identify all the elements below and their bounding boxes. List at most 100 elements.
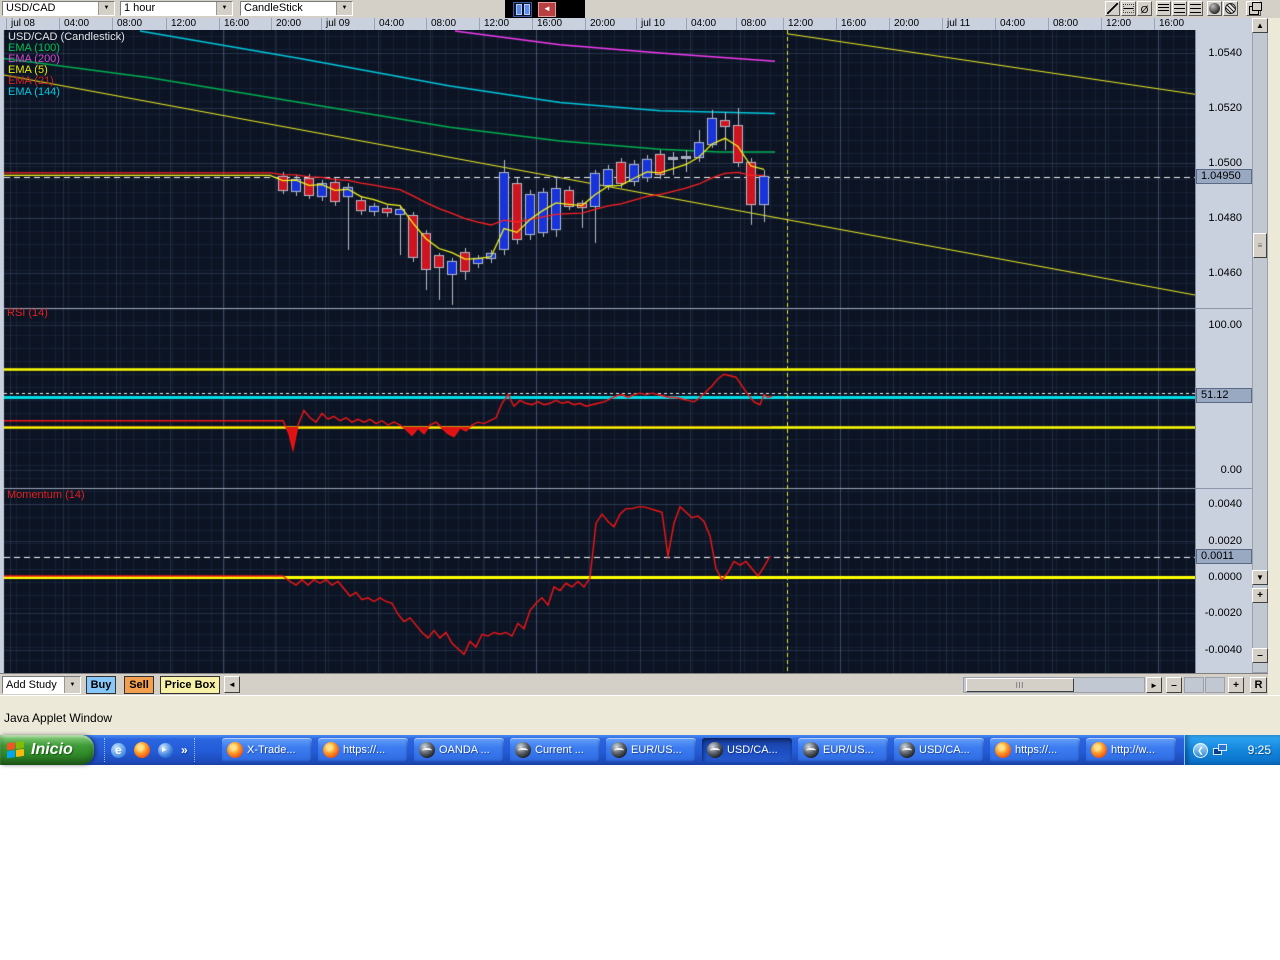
chevron-down-icon[interactable]: ▼ — [64, 677, 80, 693]
taskbar-button[interactable]: https://... — [318, 738, 408, 762]
firefox-icon — [227, 742, 243, 758]
chevron-down-icon[interactable]: ▼ — [98, 2, 114, 15]
zoom-in-vertical-button[interactable]: + — [1252, 588, 1268, 603]
grid-coarse-icon-button[interactable] — [1188, 1, 1203, 16]
scroll-left-button[interactable]: ◄ — [224, 676, 240, 693]
taskbar-button-label: Current ... — [535, 744, 584, 756]
time-tick-label: 16:00 — [224, 18, 250, 29]
price-axis-label: 1.0460 — [1208, 267, 1242, 279]
dashed-line-icon-button[interactable] — [1121, 1, 1136, 16]
overflow-chevron[interactable]: » — [181, 743, 188, 757]
zoom-out-horizontal-button[interactable]: – — [1166, 677, 1182, 693]
line-tool-icon — [1107, 3, 1118, 14]
firefox-icon — [1091, 742, 1107, 758]
vertical-scrollbar-thumb[interactable]: ≡ — [1253, 233, 1267, 258]
cascade-windows-icon-button[interactable] — [1246, 1, 1262, 16]
firefox-icon — [323, 742, 339, 758]
sphere-hatched-icon-button[interactable] — [1223, 1, 1238, 16]
time-tick-label: 20:00 — [276, 18, 302, 29]
firefox-icon[interactable] — [134, 742, 150, 758]
taskbar-button[interactable]: https://... — [990, 738, 1080, 762]
time-tick-label: 12:00 — [1106, 18, 1132, 29]
add-study-select[interactable]: Add Study ▼ — [2, 676, 81, 694]
clear-icon-button[interactable] — [1137, 1, 1152, 16]
momentum-panel-label: Momentum (14) — [7, 489, 85, 501]
taskbar-button[interactable]: Current ... — [510, 738, 600, 762]
time-tick-label: jul 08 — [11, 18, 35, 29]
momentum-axis-label: -0.0020 — [1204, 607, 1242, 620]
price-axis-label: 1.0520 — [1208, 102, 1242, 114]
time-tick-separator — [426, 18, 427, 30]
time-tick-separator — [1048, 18, 1049, 30]
time-tick-separator — [271, 18, 272, 30]
taskbar-button[interactable]: http://w... — [1086, 738, 1176, 762]
taskbar-button[interactable]: EUR/US... — [606, 738, 696, 762]
chart-toolbar: USD/CAD ▼ 1 hour ▼ CandleStick ▼ ◄ — [0, 0, 1280, 19]
chevron-down-icon[interactable]: ▼ — [216, 2, 232, 15]
time-tick-label: 08:00 — [1053, 18, 1079, 29]
scroll-right-button[interactable]: ► — [1146, 677, 1162, 693]
panel-divider — [1196, 488, 1253, 489]
price-axis-label: 1.0480 — [1208, 212, 1242, 224]
chart-canvas[interactable] — [0, 30, 1195, 673]
java-applet-icon — [611, 742, 627, 758]
symbol-select[interactable]: USD/CAD ▼ — [2, 1, 115, 16]
legend-item: EMA (144) — [8, 86, 60, 98]
reset-view-button[interactable]: R — [1250, 677, 1267, 693]
time-tick-label: 04:00 — [379, 18, 405, 29]
time-tick-separator — [112, 18, 113, 30]
price-axis-label: 1.0500 — [1208, 157, 1242, 169]
sphere-dark-icon-button[interactable] — [1207, 1, 1222, 16]
grid-medium-icon-button[interactable] — [1172, 1, 1187, 16]
pause-icon[interactable] — [513, 1, 532, 17]
chart-type-select[interactable]: CandleStick ▼ — [240, 1, 353, 16]
sell-button[interactable]: Sell — [124, 676, 154, 694]
interval-select[interactable]: 1 hour ▼ — [120, 1, 233, 16]
step-back-icon[interactable]: ◄ — [538, 1, 556, 17]
buy-button[interactable]: Buy — [86, 676, 116, 694]
clear-icon — [1141, 0, 1149, 18]
start-button[interactable]: Inicio — [0, 735, 94, 765]
scroll-up-button[interactable]: ▲ — [1252, 18, 1268, 33]
zoom-cell — [1184, 677, 1204, 693]
taskbar-button-label: USD/CA... — [727, 744, 778, 756]
time-tick-separator — [166, 18, 167, 30]
ie-icon[interactable] — [111, 742, 126, 758]
taskbar-button[interactable]: X-Trade... — [222, 738, 312, 762]
scroll-down-button[interactable]: ▼ — [1252, 570, 1268, 585]
chevron-down-icon[interactable]: ▼ — [336, 2, 352, 15]
time-tick-separator — [532, 18, 533, 30]
line-tool-icon-button[interactable] — [1105, 1, 1120, 16]
horizontal-scrollbar-thumb[interactable]: lll — [966, 678, 1074, 692]
taskbar-button[interactable]: OANDA ... — [414, 738, 504, 762]
rsi-axis-label: 0.00 — [1220, 464, 1242, 476]
grid-fine-icon-button[interactable] — [1156, 1, 1171, 16]
time-tick-label: jul 10 — [641, 18, 665, 29]
taskbar-button[interactable]: EUR/US... — [798, 738, 888, 762]
time-tick-label: jul 11 — [947, 18, 971, 29]
taskbar-button-label: EUR/US... — [823, 744, 874, 756]
time-tick-separator — [942, 18, 943, 30]
taskbar-button[interactable]: USD/CA... — [702, 738, 792, 762]
time-tick-separator — [783, 18, 784, 30]
zoom-in-horizontal-button[interactable]: + — [1228, 677, 1244, 693]
collapse-chevron-icon[interactable]: ❮ — [1193, 742, 1208, 758]
taskbar-button[interactable]: USD/CA... — [894, 738, 984, 762]
symbol-value: USD/CAD — [6, 2, 56, 14]
momentum-current-value-marker: 0.0011 — [1196, 548, 1252, 564]
zoom-out-vertical-button[interactable]: – — [1252, 648, 1268, 663]
price-box-button[interactable]: Price Box — [160, 676, 220, 694]
windows-logo-icon — [7, 740, 25, 760]
time-tick-label: 04:00 — [1000, 18, 1026, 29]
legend-item: EMA (21) — [8, 75, 54, 87]
java-applet-icon — [707, 742, 723, 758]
zoom-cell — [1205, 677, 1225, 693]
time-tick-label: 04:00 — [64, 18, 90, 29]
time-tick-label: 16:00 — [841, 18, 867, 29]
price-axis: 1.0540 1.0520 1.0500 1.0480 1.0460 100.00 0.00… — [1195, 30, 1253, 673]
grid-coarse-icon — [1190, 4, 1201, 13]
taskbar: Inicio » X-Trade... https://... OANDA ... C… — [0, 735, 1280, 765]
time-tick-label: 12:00 — [788, 18, 814, 29]
media-player-icon[interactable] — [158, 742, 173, 758]
network-icon — [1213, 743, 1228, 757]
